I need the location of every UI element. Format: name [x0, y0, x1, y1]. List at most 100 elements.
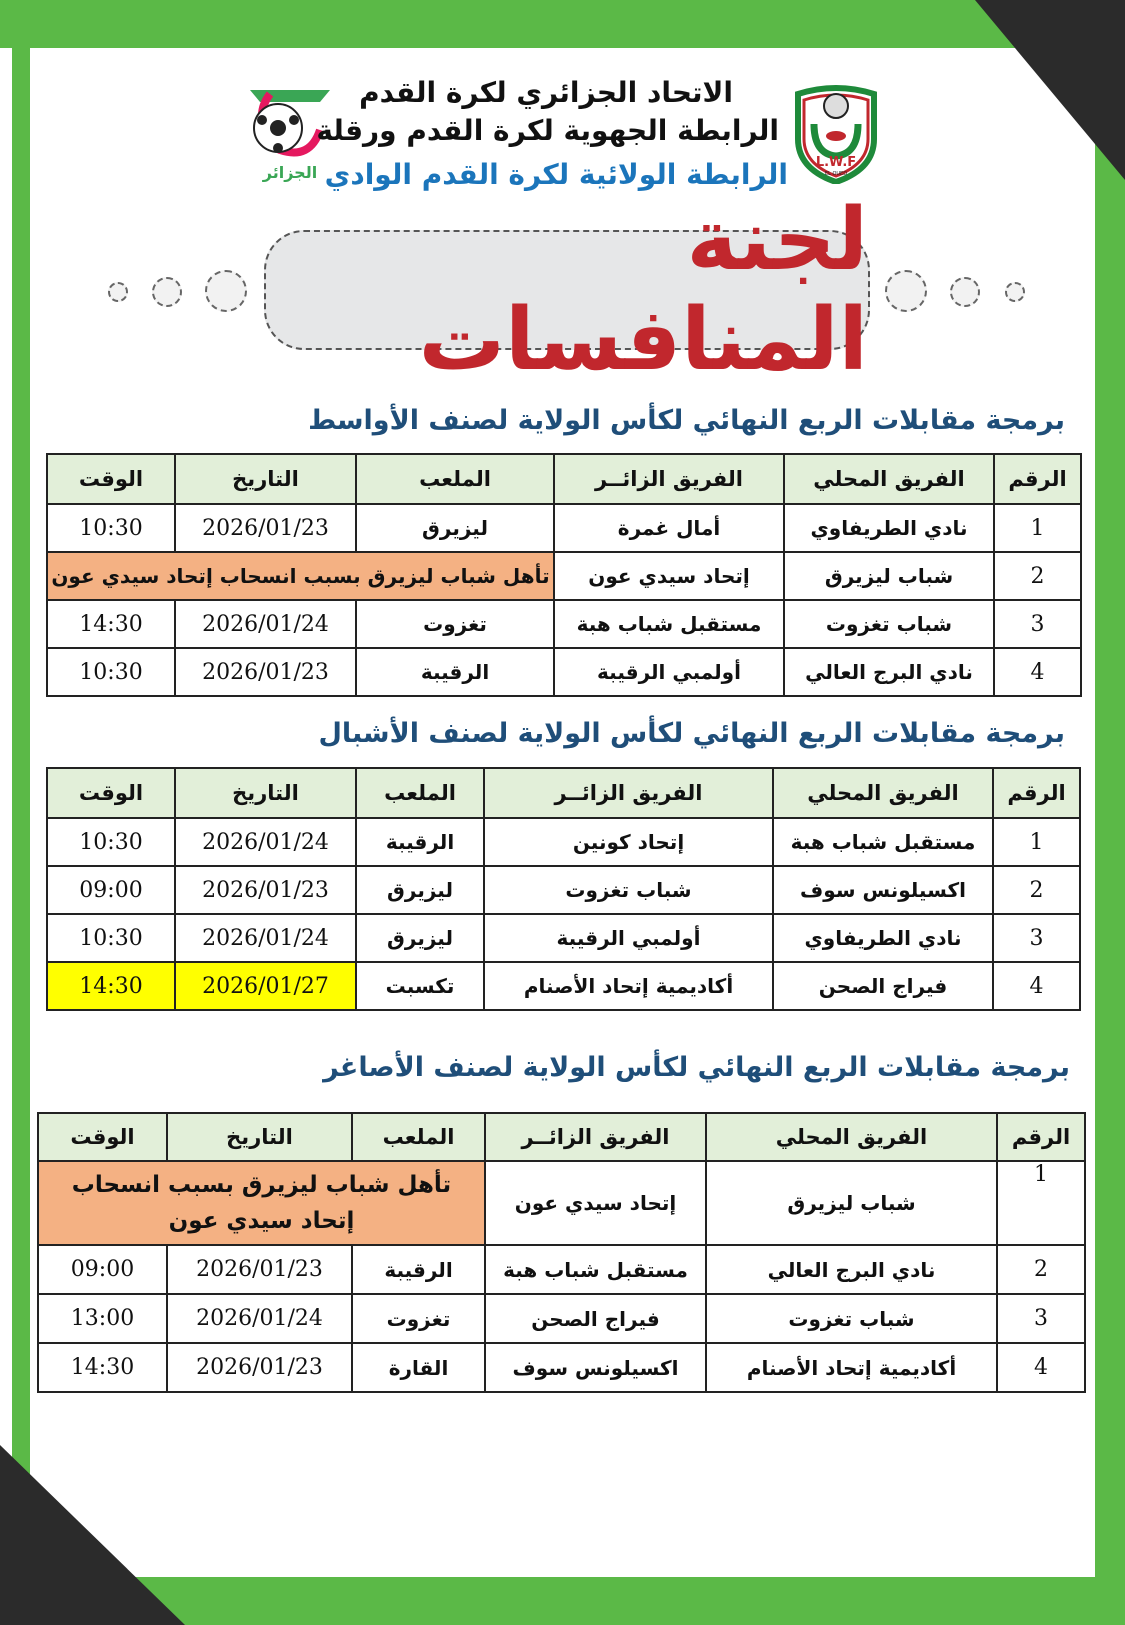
- stadium: الرقيبة: [351, 1244, 486, 1295]
- match-time: 09:00: [46, 865, 176, 915]
- home-team: أكاديمية إتحاد الأصنام: [705, 1342, 998, 1393]
- match-number: 4: [996, 1342, 1086, 1393]
- match-date: 2026/01/24: [174, 599, 357, 649]
- match-date: 2026/01/23: [174, 647, 357, 697]
- away-team: شباب تغزوت: [483, 865, 774, 915]
- matches-table: الرقم الفريق المحلي الفريق الزائــر الملعب ا…: [46, 767, 1081, 1011]
- decor-dot: [950, 277, 980, 307]
- home-team: شباب ليزيرق: [783, 551, 995, 601]
- frame-bottom: [0, 1577, 1125, 1625]
- column-header: الفريق الزائــر: [553, 453, 785, 505]
- qualification-note: تأهل شباب ليزيرق بسبب انسحاب إتحاد سيدي …: [37, 1160, 486, 1246]
- qualification-note: تأهل شباب ليزيرق بسبب انسحاب إتحاد سيدي …: [46, 551, 555, 601]
- column-header: الوقت: [46, 767, 176, 819]
- table-row: 1 نادي الطريفاوي أمال غمرة ليزيرق 2026/01/23…: [46, 503, 1082, 553]
- stadium: ليزيرق: [355, 503, 555, 553]
- away-team: مستقبل شباب هبة: [484, 1244, 707, 1295]
- decor-dot: [885, 270, 927, 312]
- home-team: نادي الطريفاوي: [772, 913, 994, 963]
- match-time: 10:30: [46, 647, 176, 697]
- decor-dot: [1005, 282, 1025, 302]
- frame-left: [12, 0, 30, 1625]
- column-header: الرقم: [993, 453, 1082, 505]
- decor-dot: [108, 282, 128, 302]
- home-team: شباب ليزيرق: [705, 1160, 998, 1246]
- match-number: 1: [993, 503, 1082, 553]
- svg-text:L.W.F: L.W.F: [816, 155, 856, 170]
- table-row: 1 مستقبل شباب هبة إتحاد كونين الرقيبة 2026/0…: [46, 817, 1081, 867]
- match-time: 13:00: [37, 1293, 168, 1344]
- away-team: أكاديمية إتحاد الأصنام: [483, 961, 774, 1011]
- match-date: 2026/01/27: [174, 961, 357, 1011]
- svg-text:EL OUED: EL OUED: [825, 171, 847, 177]
- match-date: 2026/01/23: [174, 865, 357, 915]
- match-time: 10:30: [46, 503, 176, 553]
- home-team: نادي البرج العالي: [783, 647, 995, 697]
- match-number: 3: [996, 1293, 1086, 1344]
- match-number: 2: [992, 865, 1081, 915]
- away-team: أولمبي الرقيبة: [553, 647, 785, 697]
- away-team: اكسيلونس سوف: [484, 1342, 707, 1393]
- frame-right: [1095, 0, 1125, 1625]
- home-team: نادي البرج العالي: [705, 1244, 998, 1295]
- table-row: 4 نادي البرج العالي أولمبي الرقيبة الرقيبة 2…: [46, 647, 1082, 697]
- match-number: 4: [992, 961, 1081, 1011]
- stadium: الرقيبة: [355, 647, 555, 697]
- match-number: 1: [996, 1160, 1086, 1246]
- page-title: لجنة المنافسات: [418, 190, 868, 390]
- column-header: الرقم: [996, 1112, 1086, 1162]
- column-header: الفريق المحلي: [772, 767, 994, 819]
- stadium: تكسبت: [355, 961, 485, 1011]
- column-header: الملعب: [355, 767, 485, 819]
- away-team: فيراج الصحن: [484, 1293, 707, 1344]
- away-team: إتحاد سيدي عون: [484, 1160, 707, 1246]
- stadium: ليزيرق: [355, 865, 485, 915]
- stadium: ليزيرق: [355, 913, 485, 963]
- match-number: 3: [992, 913, 1081, 963]
- home-team: نادي الطريفاوي: [783, 503, 995, 553]
- match-date: 2026/01/24: [174, 817, 357, 867]
- column-header: الوقت: [46, 453, 176, 505]
- decor-dot: [205, 270, 247, 312]
- column-header: الفريق الزائــر: [483, 767, 774, 819]
- column-header: الفريق المحلي: [705, 1112, 998, 1162]
- match-date: 2026/01/24: [166, 1293, 353, 1344]
- svg-text:الجزائر: الجزائر: [262, 163, 317, 182]
- frame-top: [0, 0, 1125, 48]
- match-time: 10:30: [46, 817, 176, 867]
- table-row: 2 اكسيلونس سوف شباب تغزوت ليزيرق 2026/01/23 0…: [46, 865, 1081, 915]
- column-header: الوقت: [37, 1112, 168, 1162]
- match-number: 4: [993, 647, 1082, 697]
- match-date: 2026/01/24: [174, 913, 357, 963]
- table-row: 4 أكاديمية إتحاد الأصنام اكسيلونس سوف القار…: [37, 1342, 1086, 1393]
- away-team: مستقبل شباب هبة: [553, 599, 785, 649]
- column-header: الفريق الزائــر: [484, 1112, 707, 1162]
- column-header: التاريخ: [174, 767, 357, 819]
- table-row: 2 شباب ليزيرق إتحاد سيدي عون تأهل شباب ليزي…: [46, 551, 1082, 601]
- decor-dot: [152, 277, 182, 307]
- match-time: 14:30: [46, 599, 176, 649]
- matches-table: الرقم الفريق المحلي الفريق الزائــر الملعب ا…: [37, 1112, 1086, 1393]
- column-header: الفريق المحلي: [783, 453, 995, 505]
- away-team: أمال غمرة: [553, 503, 785, 553]
- lwf-logo: L.W.F EL OUED: [790, 84, 882, 186]
- section-heading: برمجة مقابلات الربع النهائي لكأس الولاية…: [308, 405, 1065, 436]
- table-row: 1 شباب ليزيرق إتحاد سيدي عون تأهل شباب ليزي…: [37, 1160, 1086, 1246]
- home-team: شباب تغزوت: [705, 1293, 998, 1344]
- match-number: 1: [992, 817, 1081, 867]
- header-line-regional-league: الرابطة الجهوية لكرة القدم ورقلة: [316, 114, 779, 147]
- table-row: 3 شباب تغزوت فيراج الصحن تغزوت 2026/01/24 13:…: [37, 1293, 1086, 1344]
- page-title-box: لجنة المنافسات: [264, 190, 870, 390]
- match-time: 14:30: [37, 1342, 168, 1393]
- away-team: إتحاد سيدي عون: [553, 551, 785, 601]
- stadium: تغزوت: [355, 599, 555, 649]
- home-team: فيراج الصحن: [772, 961, 994, 1011]
- matches-table: الرقم الفريق المحلي الفريق الزائــر الملعب ا…: [46, 453, 1082, 697]
- stadium: القارة: [351, 1342, 486, 1393]
- header-line-wilaya-league: الرابطة الولائية لكرة القدم الوادي: [324, 158, 788, 191]
- section-heading: برمجة مقابلات الربع النهائي لكأس الولاية…: [323, 1052, 1070, 1083]
- home-team: شباب تغزوت: [783, 599, 995, 649]
- home-team: مستقبل شباب هبة: [772, 817, 994, 867]
- corner-triangle-bottom-left: [0, 1445, 185, 1625]
- match-date: 2026/01/23: [166, 1244, 353, 1295]
